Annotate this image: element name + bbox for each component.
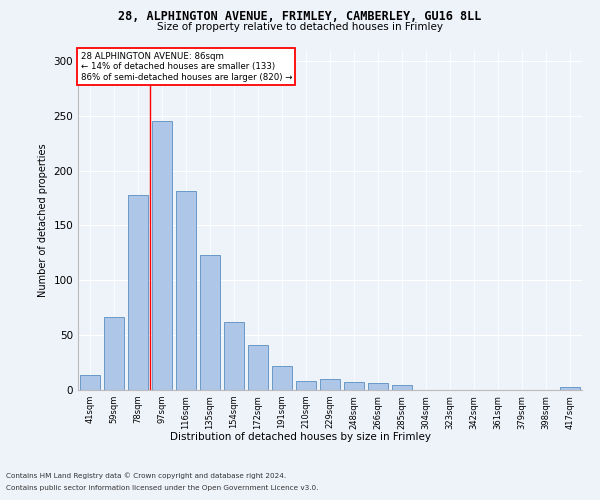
Bar: [392, 384, 412, 390]
Text: Contains public sector information licensed under the Open Government Licence v3: Contains public sector information licen…: [6, 485, 319, 491]
Text: Contains HM Land Registry data © Crown copyright and database right 2024.: Contains HM Land Registry data © Crown c…: [6, 472, 286, 479]
Bar: [272, 366, 292, 390]
Text: 28 ALPHINGTON AVENUE: 86sqm
← 14% of detached houses are smaller (133)
86% of se: 28 ALPHINGTON AVENUE: 86sqm ← 14% of det…: [80, 52, 292, 82]
Bar: [200, 255, 220, 390]
Bar: [128, 195, 148, 390]
Bar: [104, 316, 124, 390]
Bar: [560, 386, 580, 390]
Bar: [296, 381, 316, 390]
Bar: [320, 379, 340, 390]
Text: 28, ALPHINGTON AVENUE, FRIMLEY, CAMBERLEY, GU16 8LL: 28, ALPHINGTON AVENUE, FRIMLEY, CAMBERLE…: [118, 10, 482, 23]
Bar: [224, 322, 244, 390]
Text: Distribution of detached houses by size in Frimley: Distribution of detached houses by size …: [170, 432, 431, 442]
Bar: [176, 192, 196, 390]
Bar: [248, 345, 268, 390]
Bar: [368, 384, 388, 390]
Bar: [80, 374, 100, 390]
Text: Size of property relative to detached houses in Frimley: Size of property relative to detached ho…: [157, 22, 443, 32]
Y-axis label: Number of detached properties: Number of detached properties: [38, 143, 48, 297]
Bar: [152, 122, 172, 390]
Bar: [344, 382, 364, 390]
